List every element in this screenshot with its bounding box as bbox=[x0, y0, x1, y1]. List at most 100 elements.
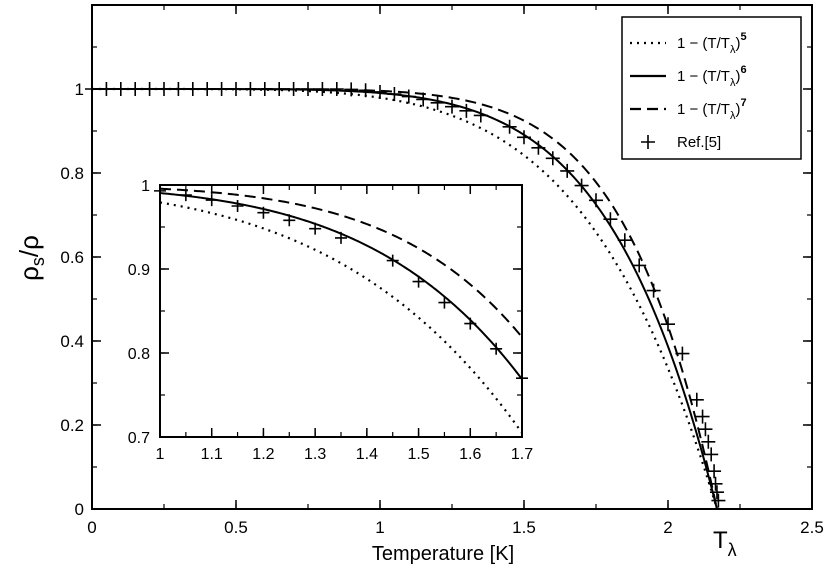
main-point bbox=[708, 476, 723, 491]
main-y-tick-label: 0.4 bbox=[60, 332, 84, 351]
main-point bbox=[603, 212, 618, 227]
main-point bbox=[301, 82, 315, 96]
legend-label-sup: 6 bbox=[740, 64, 746, 76]
main-point bbox=[574, 178, 589, 193]
main-point bbox=[709, 485, 724, 500]
legend-box bbox=[621, 16, 802, 160]
legend-marker-4 bbox=[641, 135, 655, 149]
main-point bbox=[373, 84, 387, 99]
main-point bbox=[473, 108, 488, 123]
main-point bbox=[387, 87, 402, 102]
main-point bbox=[113, 82, 128, 96]
t-lambda-label: Tλ bbox=[713, 527, 737, 560]
main-point bbox=[214, 82, 229, 96]
legend-label-close: ) bbox=[735, 35, 740, 52]
legend-label-2: 1 − (T/Tλ)6 bbox=[677, 64, 747, 89]
main-point bbox=[531, 140, 546, 155]
y-axis-label: ρs/ρ bbox=[14, 235, 48, 281]
inset-curve-3 bbox=[160, 187, 522, 338]
legend-label-main: 1 − (T/T bbox=[677, 101, 730, 118]
main-y-tick-label: 0.8 bbox=[60, 164, 84, 183]
inset-x-tick-label: 1.6 bbox=[459, 446, 481, 463]
inset-point bbox=[283, 214, 296, 227]
legend-label-sub: λ bbox=[730, 110, 736, 122]
main-point bbox=[200, 82, 215, 96]
inset-point bbox=[205, 194, 218, 207]
main-point bbox=[698, 422, 713, 437]
main-point bbox=[675, 346, 690, 361]
y-axis-label-sub: s bbox=[28, 257, 48, 266]
main-y-tick-label: 1 bbox=[75, 80, 84, 99]
main-point bbox=[560, 163, 575, 178]
main-curve-1 bbox=[92, 87, 719, 509]
main-y-tick-label: 0.6 bbox=[60, 248, 84, 267]
inset-point bbox=[386, 254, 399, 267]
main-point bbox=[243, 82, 258, 96]
inset-axis-ticks: 1 1.1 1.2 1.3 1.4 1.5 1.6 1.7 0.7 0.8 0.9 1 bbox=[128, 178, 533, 463]
main-point bbox=[358, 83, 373, 98]
main-x-tick-label: 2 bbox=[663, 518, 672, 537]
legend-label-sub: λ bbox=[730, 77, 736, 89]
main-point bbox=[171, 82, 186, 96]
inset-point bbox=[257, 206, 270, 219]
legend-label-main: Ref.[5] bbox=[677, 134, 721, 151]
main-x-tick-label: 0.5 bbox=[224, 518, 248, 537]
main-x-tick-label: 1.5 bbox=[512, 518, 536, 537]
main-point bbox=[445, 99, 459, 114]
main-point bbox=[157, 82, 171, 96]
main-point bbox=[344, 82, 359, 97]
inset-plot-area bbox=[160, 185, 522, 437]
legend-label-sup: 5 bbox=[740, 31, 746, 43]
inset-point bbox=[412, 275, 425, 288]
legend-label-main: 1 − (T/T bbox=[677, 35, 730, 52]
main-x-tick-label: 0 bbox=[87, 518, 96, 537]
main-point bbox=[142, 82, 157, 96]
main-point bbox=[711, 493, 726, 508]
legend-label-1: 1 − (T/Tλ)5 bbox=[677, 31, 747, 56]
main-y-tick-label: 0 bbox=[75, 500, 84, 519]
inset-point bbox=[464, 317, 477, 330]
main-point bbox=[272, 82, 287, 96]
y-axis-label-rest: /ρ bbox=[14, 235, 44, 257]
main-point bbox=[701, 434, 716, 449]
inset-point bbox=[309, 222, 322, 235]
main-point bbox=[128, 82, 143, 96]
inset-point bbox=[335, 231, 347, 244]
main-point bbox=[646, 283, 661, 298]
main-point bbox=[589, 193, 603, 208]
t-lambda-sub: λ bbox=[728, 540, 737, 560]
legend-label-close: ) bbox=[735, 101, 740, 118]
inset-y-tick-label: 0.7 bbox=[128, 430, 150, 447]
inset-x-tick-label: 1 bbox=[156, 446, 165, 463]
main-point bbox=[632, 258, 647, 273]
main-point bbox=[459, 103, 474, 118]
inset-point bbox=[438, 296, 451, 309]
main-point bbox=[99, 82, 114, 96]
main-point bbox=[707, 464, 722, 479]
inset-point bbox=[179, 189, 192, 202]
legend-label-sub: λ bbox=[730, 44, 736, 56]
t-lambda-T: T bbox=[713, 527, 728, 554]
main-x-tick-label: 1 bbox=[375, 518, 384, 537]
inset-point bbox=[490, 342, 503, 355]
legend-label-close: ) bbox=[735, 68, 740, 85]
main-point bbox=[689, 392, 704, 407]
main-x-tick-label: 2.5 bbox=[800, 518, 824, 537]
main-point bbox=[315, 82, 330, 96]
main-data-points bbox=[85, 82, 726, 508]
inset-y-tick-label: 0.8 bbox=[128, 346, 150, 363]
main-point bbox=[661, 317, 675, 332]
inset-x-tick-label: 1.2 bbox=[252, 446, 274, 463]
main-y-tick-label: 0.2 bbox=[60, 416, 84, 435]
x-axis-label: Temperature [K] bbox=[372, 543, 514, 565]
main-point bbox=[329, 82, 344, 96]
main-point bbox=[502, 119, 517, 134]
legend-label-4: Ref.[5] bbox=[677, 134, 721, 151]
main-point bbox=[286, 82, 301, 96]
legend-label-main: 1 − (T/T bbox=[677, 68, 730, 85]
inset-y-tick-label: 1 bbox=[141, 178, 150, 195]
legend-label-sup: 7 bbox=[740, 97, 746, 109]
